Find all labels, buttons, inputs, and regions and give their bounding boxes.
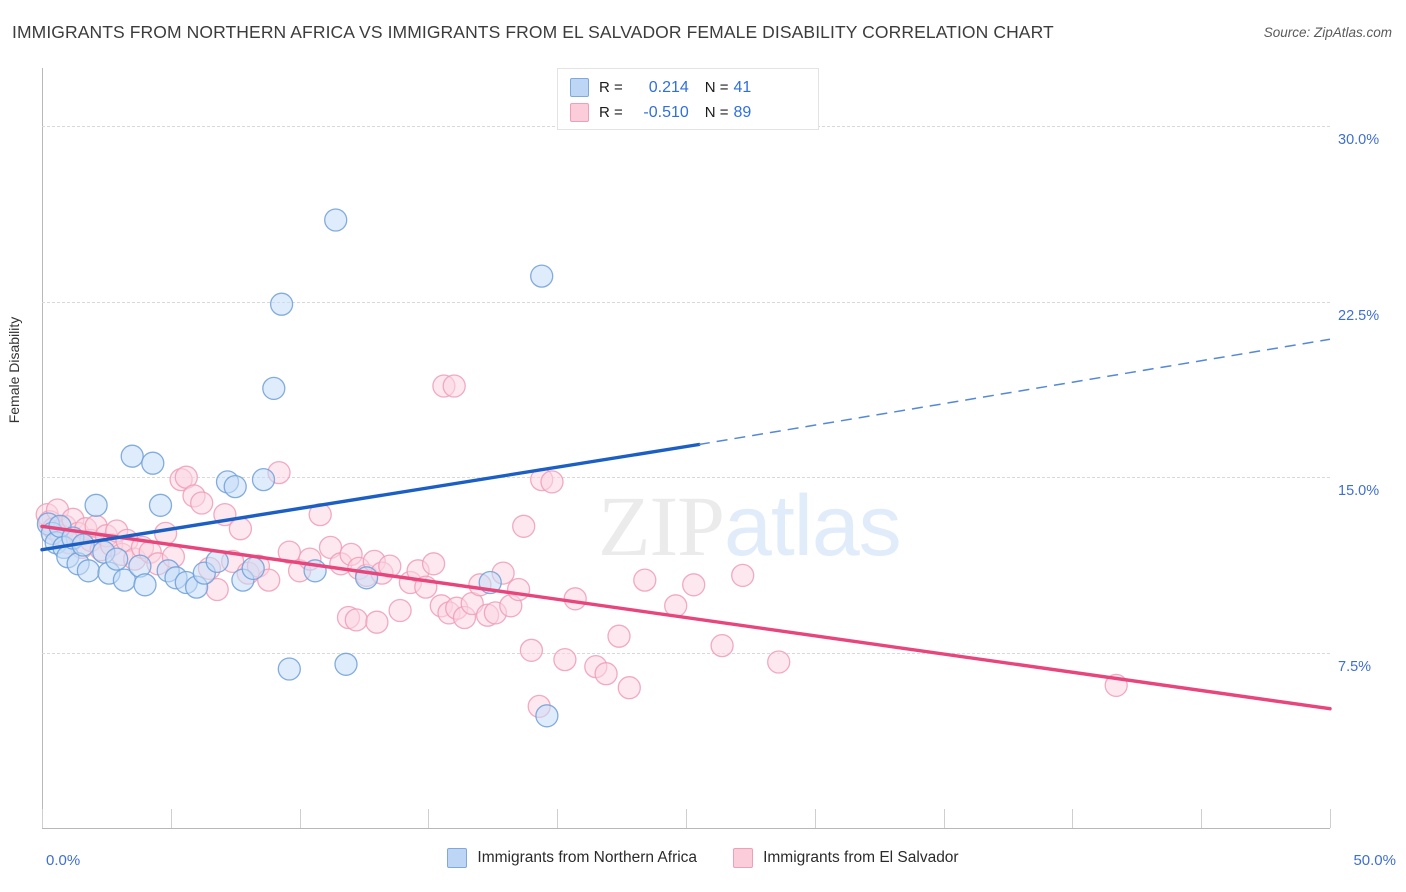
legend-label-el-salvador: Immigrants from El Salvador <box>763 849 959 866</box>
r-label-2: R = <box>599 104 623 121</box>
data-point <box>228 517 253 541</box>
x-axis-tick <box>943 809 945 828</box>
legend-item-northern-africa[interactable]: Immigrants from Northern Africa <box>447 848 697 868</box>
data-point <box>334 652 358 676</box>
gridline <box>42 477 1330 479</box>
x-axis-tick <box>428 809 430 828</box>
data-point <box>617 676 641 700</box>
x-axis-tick <box>170 809 172 828</box>
plot-area: ZIPatlas <box>35 68 1332 829</box>
data-point <box>241 556 265 581</box>
x-axis-tick <box>42 809 43 828</box>
data-point <box>365 610 389 634</box>
data-point <box>76 559 101 583</box>
data-point <box>512 514 536 538</box>
data-series-layer <box>35 208 1332 728</box>
legend-item-el-salvador[interactable]: Immigrants from El Salvador <box>733 848 959 868</box>
data-point <box>141 451 165 475</box>
swatch-el-salvador <box>570 103 589 122</box>
stats-row-northern-africa: R = 0.214 N = 41 <box>570 75 808 100</box>
x-axis-tick <box>557 809 559 828</box>
data-point <box>607 624 631 648</box>
x-axis-tick <box>1330 809 1331 828</box>
series-legend: Immigrants from Northern Africa Immigran… <box>0 848 1406 868</box>
data-point <box>223 474 247 499</box>
legend-swatch-el-salvador <box>733 848 754 868</box>
data-point <box>84 493 108 517</box>
series-points <box>36 208 559 728</box>
r-value-2: -0.510 <box>643 103 689 121</box>
data-point <box>682 573 706 597</box>
x-axis-tick <box>814 809 816 828</box>
stats-row-el-salvador: R = -0.510 N = 89 <box>570 100 808 125</box>
n-label-2: N = <box>704 104 729 121</box>
data-point <box>324 208 348 232</box>
legend-swatch-northern-africa <box>447 848 468 868</box>
data-point <box>190 491 214 515</box>
data-point <box>257 568 281 592</box>
data-point <box>633 568 657 592</box>
data-point <box>133 573 157 597</box>
series-points <box>35 374 1128 719</box>
data-point <box>540 470 564 494</box>
x-axis-line <box>42 828 1330 829</box>
data-point <box>594 662 618 686</box>
data-point <box>344 608 368 632</box>
data-point <box>442 374 466 398</box>
y-axis-title: Female Disability <box>6 316 22 424</box>
page-title: IMMIGRANTS FROM NORTHERN AFRICA VS IMMIG… <box>12 22 1054 42</box>
x-axis-tick <box>1201 809 1203 828</box>
x-axis-tick <box>299 809 301 828</box>
data-point <box>277 657 301 681</box>
data-point <box>251 467 276 492</box>
correlation-stats-box: R = 0.214 N = 41 R = -0.510 N = 89 <box>557 68 819 130</box>
n-value-2: 89 <box>733 103 752 121</box>
gridline <box>42 652 1330 654</box>
data-point <box>421 552 446 576</box>
y-axis-tick-label: 22.5% <box>1338 307 1380 324</box>
data-point <box>120 444 144 468</box>
legend-label-northern-africa: Immigrants from Northern Africa <box>477 849 698 866</box>
data-point <box>519 638 544 662</box>
data-point <box>148 493 173 517</box>
data-point <box>535 704 559 728</box>
y-axis-tick-label: 30.0% <box>1338 132 1380 149</box>
data-point <box>105 547 129 571</box>
trendline-el-salvador <box>40 524 1332 711</box>
x-axis-tick <box>1072 809 1074 828</box>
n-label-1: N = <box>704 79 729 96</box>
data-point <box>530 264 554 288</box>
data-point <box>731 563 755 588</box>
data-point <box>553 647 577 672</box>
x-axis-max-label: 50.0% <box>1353 852 1396 869</box>
source-label: Source: ZipAtlas.com <box>1263 25 1392 40</box>
x-axis-min-label: 0.0% <box>46 852 81 869</box>
data-point <box>563 587 587 611</box>
n-value-1: 41 <box>733 78 752 96</box>
data-point <box>262 376 286 401</box>
r-label-1: R = <box>599 79 623 96</box>
r-value-1: 0.214 <box>648 78 689 96</box>
x-axis-tick <box>686 809 687 828</box>
data-point <box>277 540 301 564</box>
data-point <box>269 292 294 316</box>
data-point <box>767 650 791 674</box>
trendline-northern-africa-projection <box>698 338 1331 446</box>
data-point <box>710 633 734 658</box>
y-axis-line <box>42 68 43 828</box>
y-axis-tick-label: 15.0% <box>1338 483 1380 500</box>
data-point <box>506 577 531 602</box>
gridline <box>42 301 1330 303</box>
swatch-northern-africa <box>570 78 589 97</box>
trendline-northern-africa <box>40 442 701 552</box>
y-axis-tick-label: 7.5% <box>1338 658 1372 675</box>
data-point <box>388 598 412 623</box>
